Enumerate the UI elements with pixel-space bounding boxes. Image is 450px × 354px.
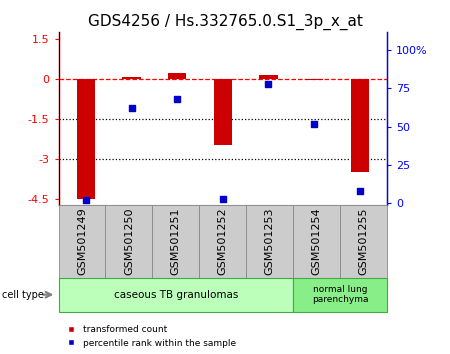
Text: cell type: cell type <box>2 290 44 300</box>
Bar <box>351 79 369 172</box>
Text: GSM501251: GSM501251 <box>171 208 181 275</box>
Text: normal lung
parenchyma: normal lung parenchyma <box>312 285 368 304</box>
Point <box>128 105 135 111</box>
Point <box>174 96 181 102</box>
Point <box>356 188 363 194</box>
Text: GSM501252: GSM501252 <box>218 208 228 275</box>
Point <box>310 121 318 126</box>
Text: GSM501255: GSM501255 <box>359 208 369 275</box>
Bar <box>122 77 140 79</box>
Bar <box>77 79 95 199</box>
Text: GDS4256 / Hs.332765.0.S1_3p_x_at: GDS4256 / Hs.332765.0.S1_3p_x_at <box>88 14 362 30</box>
Text: GSM501253: GSM501253 <box>265 208 274 275</box>
Text: GSM501254: GSM501254 <box>311 208 322 275</box>
Point <box>219 196 226 201</box>
Text: caseous TB granulomas: caseous TB granulomas <box>114 290 238 300</box>
Bar <box>168 73 186 79</box>
Bar <box>259 75 278 79</box>
Text: GSM501250: GSM501250 <box>124 208 134 275</box>
Legend: transformed count, percentile rank within the sample: transformed count, percentile rank withi… <box>63 321 239 351</box>
Bar <box>305 79 323 80</box>
Point <box>82 197 90 203</box>
Bar <box>214 79 232 145</box>
Point <box>265 81 272 87</box>
Text: GSM501249: GSM501249 <box>77 208 87 275</box>
